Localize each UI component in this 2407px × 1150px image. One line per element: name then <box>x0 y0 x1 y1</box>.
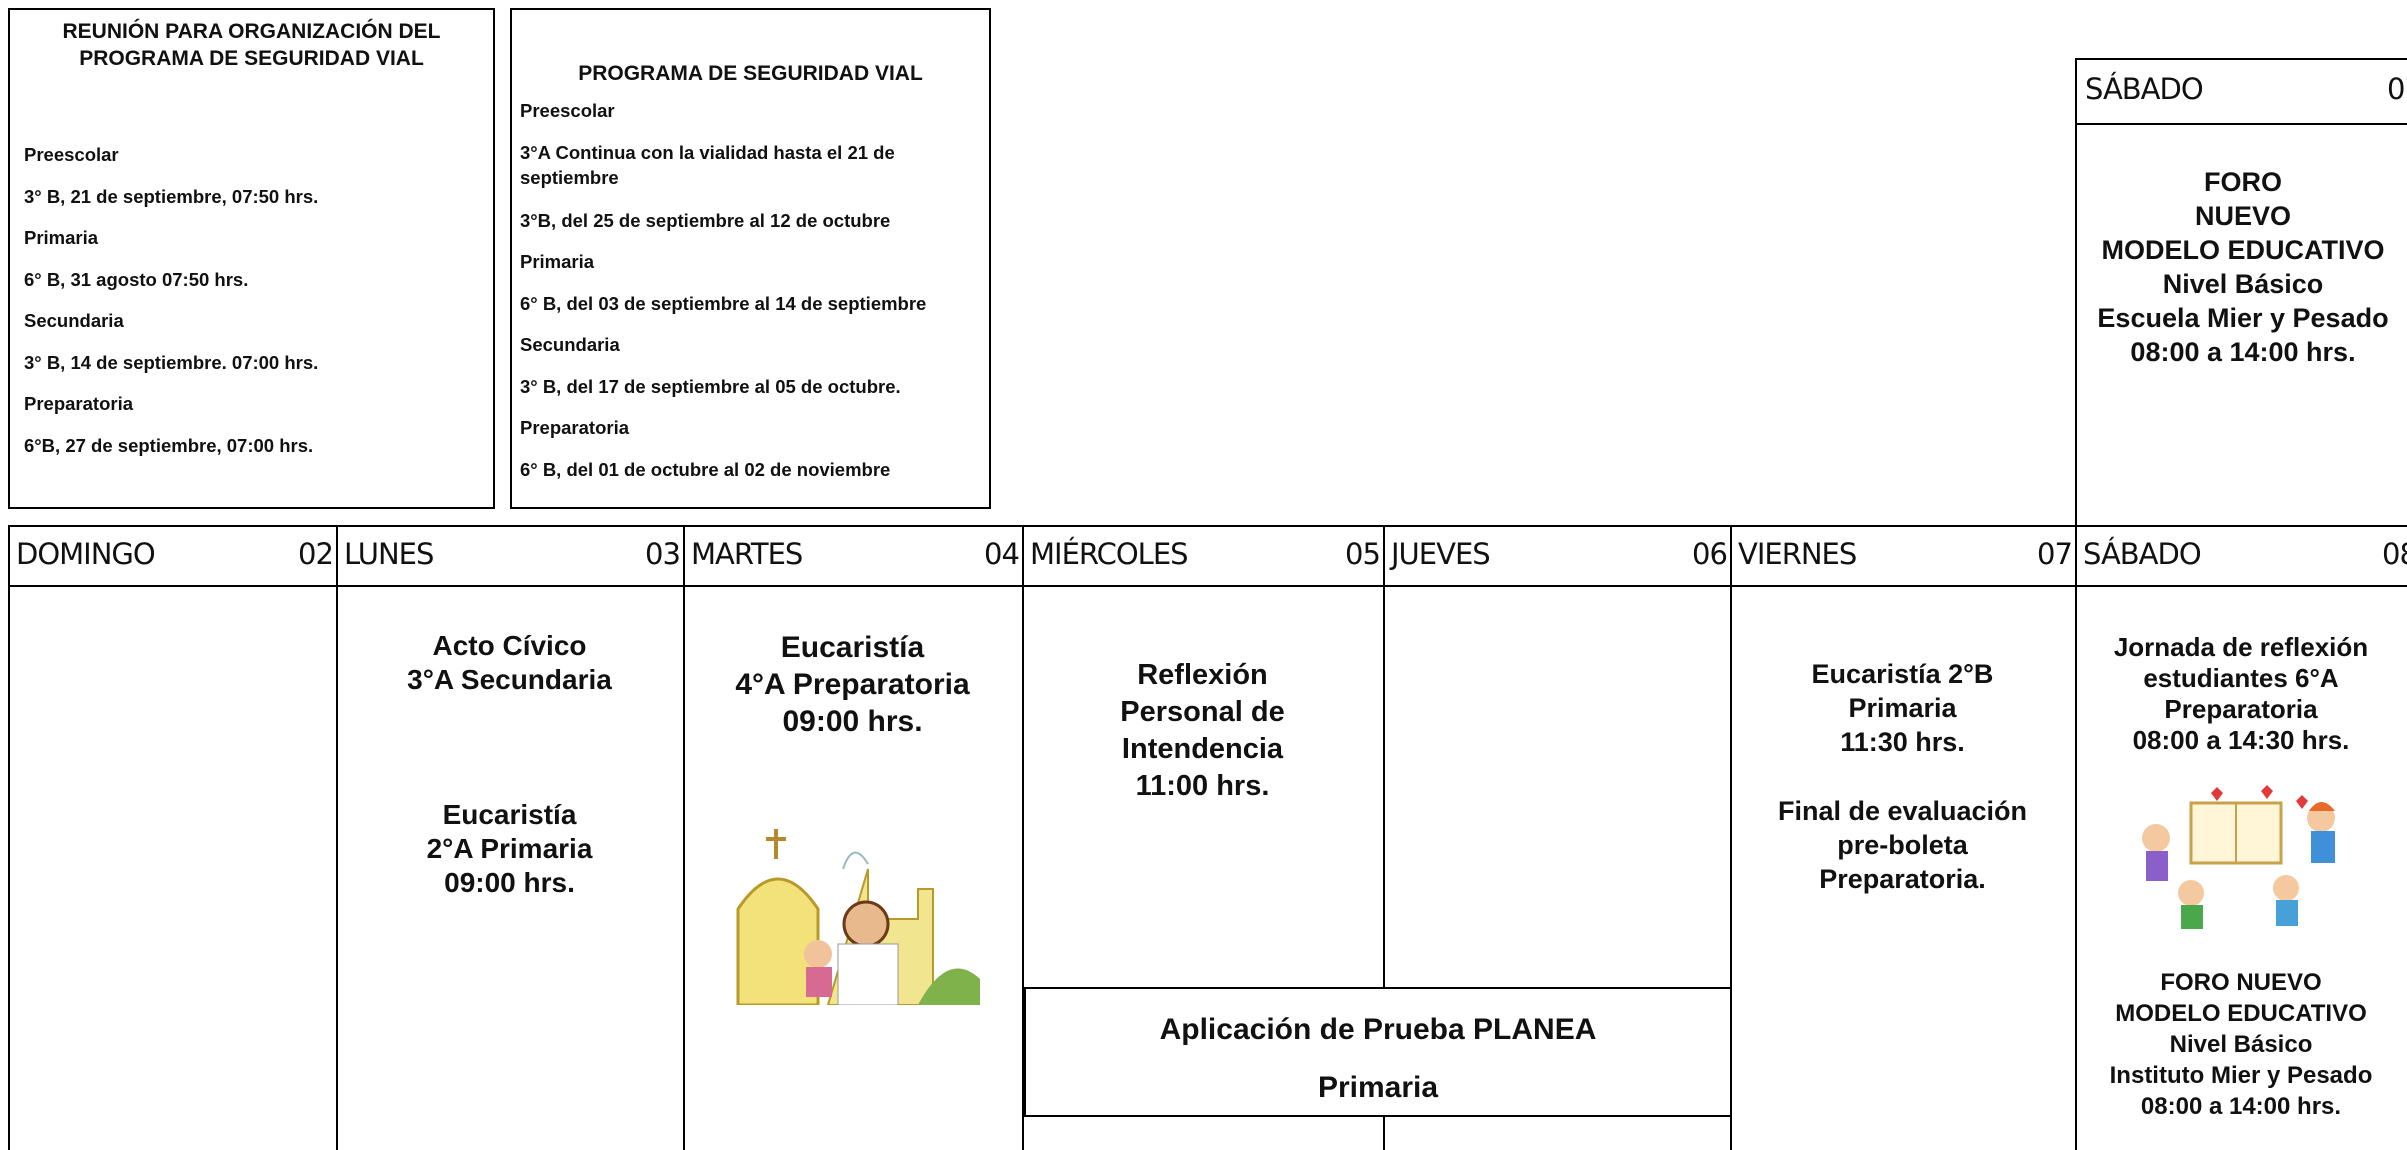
day-name: MIÉRCOLES <box>1030 537 1189 571</box>
day-header: MARTES 04 <box>685 527 1022 587</box>
day-column: SÁBADO 08 <box>2075 525 2407 1150</box>
section-text: 3° B, 14 de septiembre. 07:00 hrs. <box>24 351 319 373</box>
planea-line: Primaria <box>1317 1071 1439 1104</box>
day-event: Jornada de reflexión estudiantes 6°A Prepa… <box>2075 632 2407 756</box>
meeting-box: REUNIÓN PARA ORGANIZACIÓN DEL PROGRAMA D… <box>8 8 495 509</box>
event-line: Reflexión <box>1137 659 1268 691</box>
planea-box: Aplicación de Prueba PLANEA Primaria <box>1024 987 1732 1117</box>
section-heading: Preparatoria <box>520 417 629 438</box>
event-line: Final de evaluación <box>1777 796 2028 826</box>
event-line: Preparatoria <box>2164 694 2318 724</box>
day-number: 06 <box>1692 537 1728 571</box>
event-line: Acto Cívico <box>432 630 587 661</box>
day-number: 07 <box>2387 72 2407 106</box>
section-heading: Primaria <box>520 251 595 272</box>
event-line: 2°A Primaria <box>426 833 593 864</box>
day-name: VIERNES <box>1738 537 1857 571</box>
day-number: 04 <box>984 537 1020 571</box>
event-line: 11:30 hrs. <box>1840 727 1965 757</box>
day-event: FORO NUEVO MODELO EDUCATIVO Nivel Básico In… <box>2075 967 2407 1122</box>
section-item: 3° B, del 17 de septiembre al 05 de octu… <box>520 376 901 397</box>
event-line: Nivel Básico <box>2162 269 2324 299</box>
sections: Preescolar 3° B, 21 de septiembre, 07:50 … <box>24 134 479 466</box>
day-event: Acto Cívico 3°A Secundaria <box>336 629 683 697</box>
day-event: FORO NUEVO MODELO EDUCATIVO Nivel Básico Esc… <box>2077 165 2407 369</box>
event-line: 08:00 a 14:00 hrs. <box>2140 1093 2342 1120</box>
event-line: MODELO EDUCATIVO <box>2101 235 2385 265</box>
day-header: MIÉRCOLES 05 <box>1024 527 1383 587</box>
planea-line: Aplicación de Prueba PLANEA <box>1159 1013 1597 1046</box>
event-line: MODELO EDUCATIVO <box>2115 1000 2367 1027</box>
day-name: JUEVES <box>1391 537 1491 571</box>
day-header: DOMINGO 02 <box>10 527 336 587</box>
event-line: Intendencia <box>1121 733 1284 765</box>
section-item: 6° B, del 03 de septiembre al 14 de sept… <box>520 293 927 314</box>
event-line: 08:00 a 14:00 hrs. <box>2130 337 2356 367</box>
event-line: 4°A Preparatoria <box>735 668 970 701</box>
day-number: 05 <box>1345 537 1381 571</box>
day-number: 02 <box>298 537 334 571</box>
event-line: Eucaristía <box>442 799 577 830</box>
illustration-eucharist <box>736 829 980 1005</box>
event-line: Eucaristía <box>780 631 925 664</box>
event-line: estudiantes 6°A <box>2143 663 2339 693</box>
box-title: PROGRAMA DE SEGURIDAD VIAL <box>578 62 923 85</box>
day-number: 08 <box>2382 537 2407 571</box>
event-line: pre-boleta <box>1837 830 1968 860</box>
day-column: JUEVES 06 <box>1383 525 1732 1150</box>
section-text: 3° B, 21 de septiembre, 07:50 hrs. <box>24 185 319 207</box>
event-line: Escuela Mier y Pesado <box>2097 303 2389 333</box>
section-text: 6°B, 27 de septiembre, 07:00 hrs. <box>24 434 314 456</box>
day-event: Eucaristía 4°A Preparatoria 09:00 hrs. <box>683 629 1022 740</box>
event-line: 08:00 a 14:30 hrs. <box>2132 725 2350 755</box>
day-header: VIERNES 07 <box>1732 527 2075 587</box>
section-heading: Preescolar <box>520 100 615 121</box>
top-day-box: SÁBADO 07 FORO NUEVO MODELO EDUCATIVO Nivel B… <box>2075 58 2407 528</box>
section-heading: Secundaria <box>520 334 620 355</box>
section-heading: Secundaria <box>24 310 124 331</box>
day-name: LUNES <box>344 537 434 571</box>
day-name: DOMINGO <box>16 537 156 571</box>
section-heading: Preparatoria <box>24 393 133 414</box>
event-line: Preparatoria. <box>1819 864 1986 894</box>
section-heading: Primaria <box>24 227 99 248</box>
event-line: FORO NUEVO <box>2160 969 2322 996</box>
section-item: 3°B, del 25 de septiembre al 12 de octub… <box>520 210 891 231</box>
event-line: Eucaristía 2°B <box>1811 659 1994 689</box>
day-event: Eucaristía 2°B Primaria 11:30 hrs. <box>1730 657 2075 759</box>
box-title: REUNIÓN PARA ORGANIZACIÓN DEL PROGRAMA D… <box>62 20 441 70</box>
event-line: 3°A Secundaria <box>407 664 612 695</box>
event-line: Primaria <box>1848 693 1957 723</box>
day-header: LUNES 03 <box>338 527 683 587</box>
section-text: 6° B, 31 agosto 07:50 hrs. <box>24 268 249 290</box>
day-number: 03 <box>645 537 681 571</box>
section-heading: Preescolar <box>24 144 119 165</box>
section-item: 3°A Continua con la vialidad hasta el 21… <box>520 142 895 188</box>
illustration-children <box>2142 785 2335 929</box>
program-box: PROGRAMA DE SEGURIDAD VIAL Preescolar 3°A … <box>510 8 991 509</box>
event-line: 09:00 hrs. <box>444 867 575 898</box>
event-line: NUEVO <box>2194 201 2292 231</box>
day-header: SÁBADO 08 <box>2077 527 2407 587</box>
day-event: Reflexión Personal de Intendencia 11:00 hrs… <box>1022 657 1383 805</box>
day-number: 07 <box>2037 537 2073 571</box>
event-line: 11:00 hrs. <box>1135 770 1270 802</box>
day-name: SÁBADO <box>2083 537 2202 571</box>
event-line: Personal de <box>1120 696 1285 728</box>
day-column: DOMINGO 02 <box>8 525 338 1150</box>
event-line: Jornada de reflexión <box>2113 632 2369 662</box>
day-name: MARTES <box>691 537 803 571</box>
day-header: JUEVES 06 <box>1385 527 1730 587</box>
event-line: Nivel Básico <box>2169 1031 2313 1058</box>
day-header: SÁBADO 07 <box>2077 60 2407 125</box>
section-item: 6° B, del 01 de octubre al 02 de noviemb… <box>520 459 891 480</box>
day-event: Final de evaluación pre-boleta Preparatori… <box>1730 794 2075 896</box>
event-line: 09:00 hrs. <box>782 705 923 738</box>
event-line: Instituto Mier y Pesado <box>2109 1062 2373 1089</box>
day-event: Eucaristía 2°A Primaria 09:00 hrs. <box>336 798 683 900</box>
day-name: SÁBADO <box>2085 72 2204 106</box>
event-line: FORO <box>2204 167 2282 197</box>
